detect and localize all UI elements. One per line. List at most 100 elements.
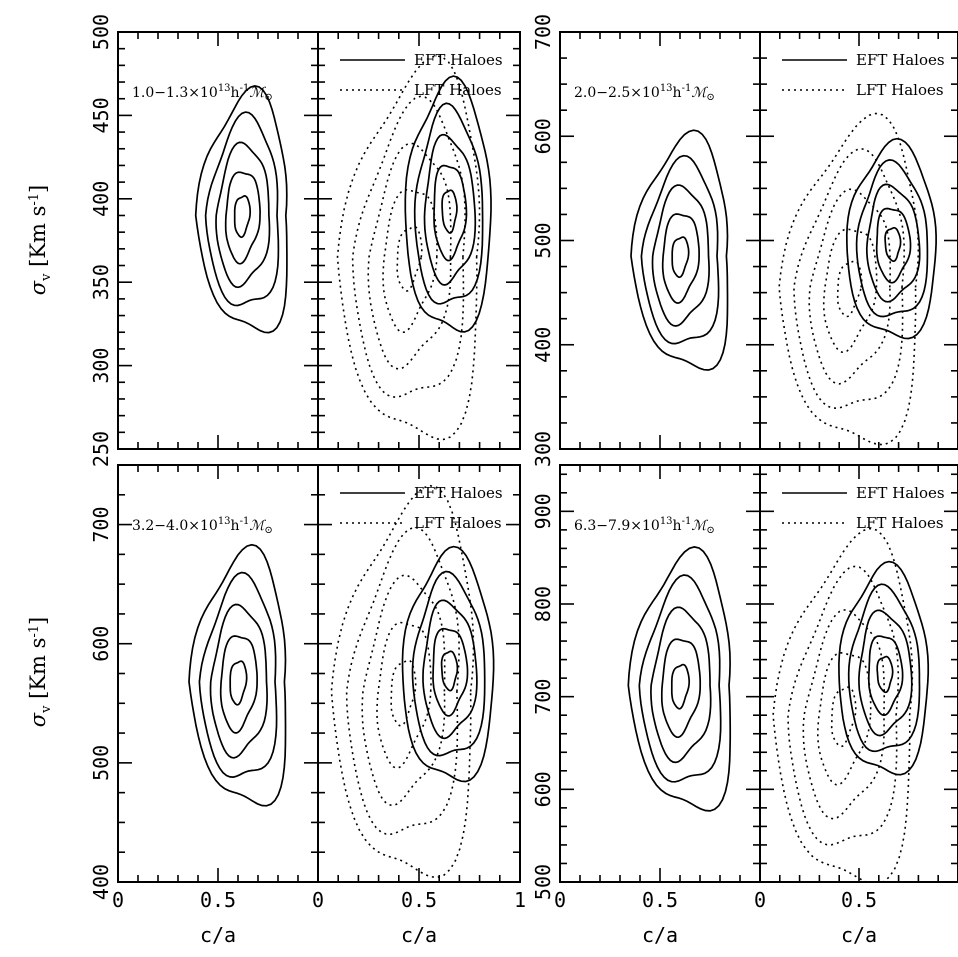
- lft-contour-level-1: [830, 686, 857, 748]
- mass-symbol: ℳ: [249, 85, 266, 101]
- x-axis-label: c/a: [200, 923, 236, 947]
- eft-contour-level-5: [188, 543, 287, 807]
- eft-contour-level-2: [433, 164, 468, 262]
- mass-symbol: ℳ: [691, 85, 708, 101]
- legend-lft-label: LFT Haloes: [856, 514, 944, 532]
- y-axis-label: σv [Km s-1]: [26, 185, 54, 296]
- eft-contour-level-1: [884, 226, 902, 263]
- ylabel-sigma: σ: [26, 280, 50, 295]
- panel-bottom-right: 500 600 700 800 900 0 0.5 c/a: [531, 464, 761, 947]
- ylabel-unit: [Km s: [26, 638, 50, 706]
- mass-pre: 2.0−2.5×10: [574, 85, 660, 101]
- mass-h: h: [673, 518, 682, 534]
- y-tick-label: 900: [531, 493, 555, 529]
- eft-contour-level-1: [441, 189, 458, 234]
- y-tick-label: 300: [531, 431, 555, 467]
- mass-sub: ⊙: [706, 525, 714, 536]
- lft-contour-level-4: [351, 95, 466, 398]
- legend-eft-label: EFT Haloes: [856, 484, 945, 502]
- y-tick-label: 600: [531, 771, 555, 807]
- y-tick-label: 600: [89, 626, 113, 662]
- lft-contour-level-2: [822, 228, 878, 353]
- y-tick-label: 500: [89, 14, 113, 50]
- eft-contour-level-4: [847, 583, 921, 753]
- series-eft-haloes: [845, 137, 937, 340]
- legend-eft-label: EFT Haloes: [856, 51, 945, 69]
- mass-h: h: [231, 518, 240, 534]
- ylabel-sub: v: [39, 273, 54, 282]
- mass-exp: 13: [218, 516, 231, 527]
- mass-symbol: ℳ: [249, 518, 266, 534]
- mass-range-label: 2.0−2.5×1013h-1ℳ⊙: [574, 83, 715, 103]
- x-tick-label: 1: [514, 888, 526, 912]
- y-tick-label: 250: [89, 431, 113, 467]
- eft-contour-level-5: [845, 137, 937, 340]
- series-eft-haloes: [627, 546, 732, 812]
- legend-lft-label: LFT Haloes: [414, 514, 502, 532]
- lft-contour-level-3: [808, 188, 891, 385]
- y-tick-label: 800: [531, 586, 555, 622]
- x-tick-label: 0.5: [200, 888, 236, 912]
- ylabel-close: ]: [26, 617, 50, 625]
- lft-contour-level-3: [361, 574, 446, 807]
- mass-sub: ⊙: [706, 92, 714, 103]
- eft-contour-level-5: [194, 85, 288, 334]
- eft-contour-level-1: [229, 660, 248, 706]
- eft-contour-level-3: [865, 183, 921, 303]
- y-tick-label: 400: [89, 864, 113, 900]
- ylabel-unit: [Km s: [26, 206, 50, 274]
- series-eft-haloes: [404, 75, 492, 333]
- panel-top-left: 250 300 350 400 450 500: [89, 14, 319, 467]
- eft-contour-level-3: [650, 606, 712, 764]
- lft-contour-level-3: [802, 609, 885, 820]
- eft-contour-level-4: [204, 111, 280, 307]
- series-lft-haloes: [772, 527, 914, 882]
- eft-contour-level-2: [867, 635, 904, 717]
- y-tick-label: 700: [531, 14, 555, 50]
- eft-contour-level-3: [215, 141, 271, 289]
- lft-contour-level-5: [336, 54, 481, 441]
- y-tick-label: 500: [89, 745, 113, 781]
- y-tick-label: 400: [531, 327, 555, 363]
- eft-contour-level-1: [671, 236, 690, 279]
- y-tick-label: 500: [531, 864, 555, 900]
- eft-contour-level-2: [432, 627, 469, 717]
- eft-contour-level-5: [404, 75, 492, 333]
- panel-bottom-left-right: 0 0.5 1 c/a: [312, 464, 526, 947]
- ylabel-exp: -1: [27, 625, 42, 638]
- mass-h: h: [673, 85, 682, 101]
- y-tick-label: 700: [531, 679, 555, 715]
- eft-contour-level-4: [413, 102, 484, 305]
- eft-contour-level-5: [630, 129, 729, 371]
- ylabel-close: ]: [26, 185, 50, 193]
- y-tick-label: 350: [89, 264, 113, 300]
- panel-top-left-right: [317, 31, 521, 450]
- x-axis-label: c/a: [841, 923, 877, 947]
- lft-contour-level-5: [330, 484, 475, 879]
- eft-contour-level-4: [855, 159, 929, 318]
- eft-contour-level-3: [422, 599, 478, 740]
- ylabel-sigma: σ: [26, 712, 50, 727]
- eft-contour-level-2: [224, 171, 261, 265]
- mass-exp: 13: [660, 83, 673, 94]
- ylabel-exp: -1: [27, 193, 42, 206]
- y-tick-label: 600: [531, 118, 555, 154]
- series-eft-haloes: [188, 543, 287, 807]
- mass-exp2: -1: [682, 516, 692, 527]
- eft-contour-level-1: [876, 655, 894, 694]
- x-tick-label: 0.5: [401, 888, 437, 912]
- mass-symbol: ℳ: [691, 518, 708, 534]
- eft-contour-level-1: [233, 195, 252, 239]
- ylabel-sub: v: [39, 705, 54, 714]
- x-axis-label: c/a: [642, 923, 678, 947]
- y-tick-label: 500: [531, 222, 555, 258]
- lft-contour-level-1: [390, 659, 417, 727]
- eft-contour-level-2: [661, 213, 700, 304]
- mass-exp: 13: [660, 516, 673, 527]
- legend-lft-label: LFT Haloes: [414, 81, 502, 99]
- series-lft-haloes: [336, 54, 481, 441]
- lft-contour-level-3: [367, 142, 452, 370]
- lft-contour-level-1: [396, 226, 423, 292]
- y-tick-label: 400: [89, 181, 113, 217]
- mass-range-label: 1.0−1.3×1013h-1ℳ⊙: [132, 83, 273, 103]
